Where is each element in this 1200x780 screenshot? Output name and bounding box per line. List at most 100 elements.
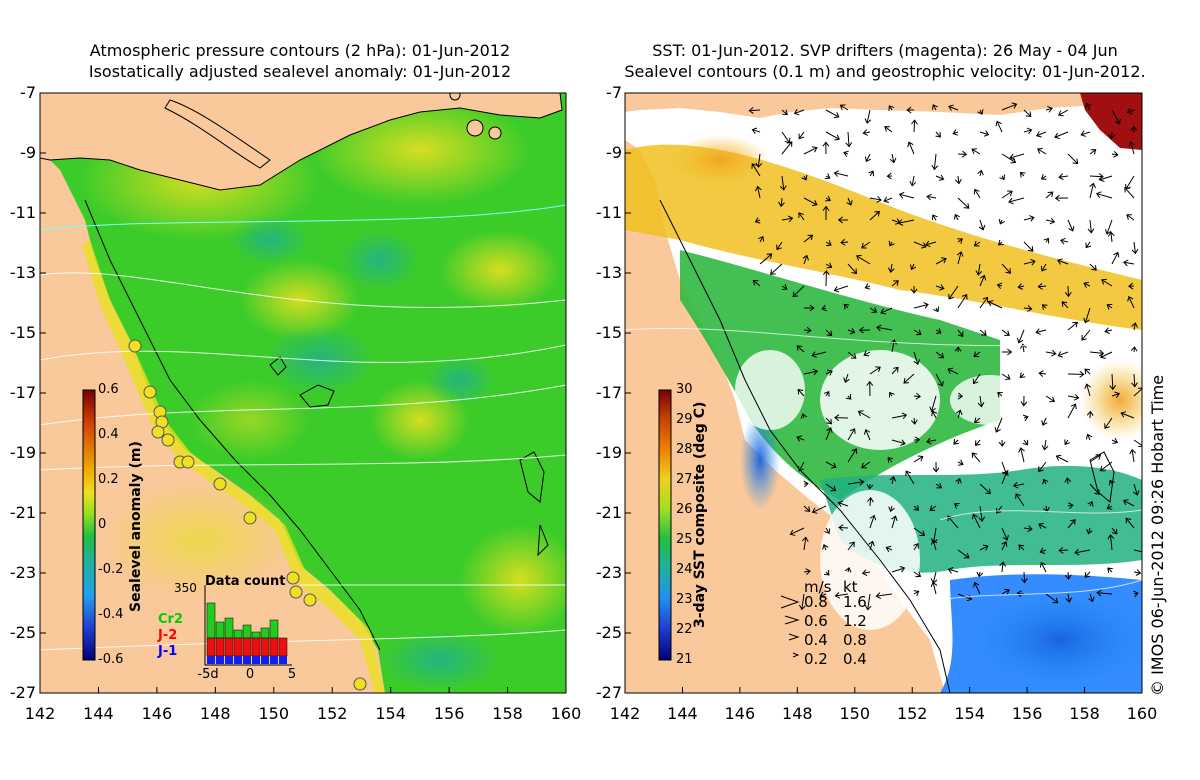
velocity-arrow — [952, 129, 959, 136]
velocity-arrow — [1023, 258, 1036, 266]
velocity-arrow — [1101, 278, 1113, 287]
velocity-arrow — [931, 410, 938, 419]
velocity-arrow — [1108, 479, 1115, 486]
velocity-arrow — [1064, 571, 1072, 580]
velocity-arrow — [994, 417, 1003, 433]
velocity-arrow — [869, 307, 878, 313]
velocity-arrow — [979, 296, 989, 309]
x-tick-label: 146 — [141, 704, 173, 723]
velocity-arrow — [999, 174, 1006, 181]
velocity-arrow — [1133, 569, 1142, 576]
velocity-arrow — [1067, 219, 1075, 232]
velocity-arrow — [888, 105, 895, 111]
velocity-arrow — [1023, 241, 1034, 252]
velocity-arrow — [935, 284, 945, 291]
velocity-arrow — [834, 414, 849, 422]
velocity-arrow — [822, 141, 830, 155]
velocity-arrow — [825, 483, 837, 492]
data-count-bar — [261, 656, 269, 664]
right-colorbar-label: 3-day SST composite (deg C) — [692, 401, 708, 628]
velocity-arrow — [811, 505, 827, 514]
velocity-arrow — [1067, 502, 1074, 510]
velocity-arrow — [1067, 403, 1077, 419]
velocity-arrow — [1085, 433, 1093, 441]
data-count-bar — [225, 656, 233, 664]
velocity-arrow — [931, 104, 938, 111]
velocity-arrow — [1023, 127, 1033, 135]
velocity-arrow — [935, 257, 947, 265]
velocity-arrow — [1106, 503, 1113, 510]
velocity-arrow — [803, 326, 812, 334]
velocity-legend-header-ms: m/s — [804, 578, 832, 596]
data-count-bar — [224, 637, 234, 657]
velocity-arrow — [1045, 106, 1053, 113]
data-count-bar — [234, 656, 242, 664]
velocity-arrow — [758, 235, 765, 243]
velocity-arrow — [1045, 217, 1056, 225]
velocity-arrow — [935, 131, 941, 138]
y-tick-label: -13 — [9, 263, 36, 282]
velocity-arrow — [1089, 454, 1102, 463]
velocity-arrow — [801, 174, 808, 181]
velocity-arrow — [1128, 141, 1135, 155]
velocity-arrow — [803, 304, 815, 312]
velocity-arrow — [1084, 571, 1091, 578]
velocity-arrow — [953, 213, 961, 221]
velocity-arrow — [1096, 589, 1113, 597]
y-tick-label: -7 — [606, 83, 622, 102]
x-tick-label: 154 — [954, 704, 985, 723]
velocity-arrow — [1001, 527, 1009, 541]
velocity-arrow — [1037, 283, 1047, 290]
velocity-arrow — [847, 327, 856, 335]
velocity-legend-kt: 0.8 — [843, 631, 867, 649]
velocity-arrow — [996, 282, 1003, 290]
velocity-arrow — [1058, 173, 1069, 181]
velocity-arrow — [1022, 439, 1029, 446]
velocity-arrow — [803, 368, 819, 376]
velocity-arrow — [1126, 214, 1135, 221]
data-count-bar — [243, 656, 251, 664]
data-count-bar — [215, 637, 225, 657]
velocity-arrow — [1131, 322, 1138, 331]
velocity-arrow — [955, 477, 962, 485]
data-count-x-tick: 5 — [287, 667, 297, 682]
y-tick-label: -25 — [9, 623, 36, 642]
velocity-arrow — [948, 285, 959, 300]
velocity-arrow — [972, 373, 981, 385]
y-tick-label: -11 — [595, 203, 622, 222]
velocity-arrow — [1064, 285, 1072, 298]
x-tick-label: 152 — [896, 704, 928, 723]
tide-gauge-markers — [128, 339, 367, 691]
velocity-arrow — [781, 284, 788, 290]
velocity-arrow — [866, 496, 874, 507]
velocity-arrow — [869, 514, 877, 529]
velocity-arrow — [971, 513, 981, 529]
velocity-arrow — [823, 390, 830, 397]
velocity-arrow — [987, 300, 1003, 309]
velocity-arrow — [846, 197, 853, 206]
velocity-arrow — [837, 500, 849, 508]
velocity-arrow — [884, 126, 893, 133]
velocity-arrow — [957, 392, 964, 400]
data-count-bar — [242, 624, 252, 639]
velocity-arrow — [1084, 368, 1091, 375]
velocity-arrow — [748, 107, 761, 114]
velocity-arrow — [843, 303, 850, 310]
velocity-arrow — [1019, 372, 1026, 379]
velocity-arrow — [1001, 102, 1018, 111]
velocity-arrow — [1126, 107, 1135, 115]
velocity-legend-kt: 1.6 — [843, 593, 867, 611]
velocity-arrow — [1083, 281, 1091, 288]
velocity-arrow — [955, 175, 962, 185]
velocity-arrow — [957, 197, 970, 209]
x-tick-label: 160 — [1126, 704, 1158, 723]
velocity-arrow — [796, 435, 805, 442]
velocity-arrow — [1038, 370, 1047, 377]
velocity-arrow — [957, 293, 968, 309]
velocity-arrow — [1104, 219, 1113, 235]
velocity-arrow — [839, 104, 849, 111]
velocity-arrow — [1089, 149, 1097, 155]
left-colorbar — [82, 389, 96, 661]
velocity-arrow — [977, 395, 985, 408]
data-count-legend-item: Cr2 — [158, 612, 183, 627]
